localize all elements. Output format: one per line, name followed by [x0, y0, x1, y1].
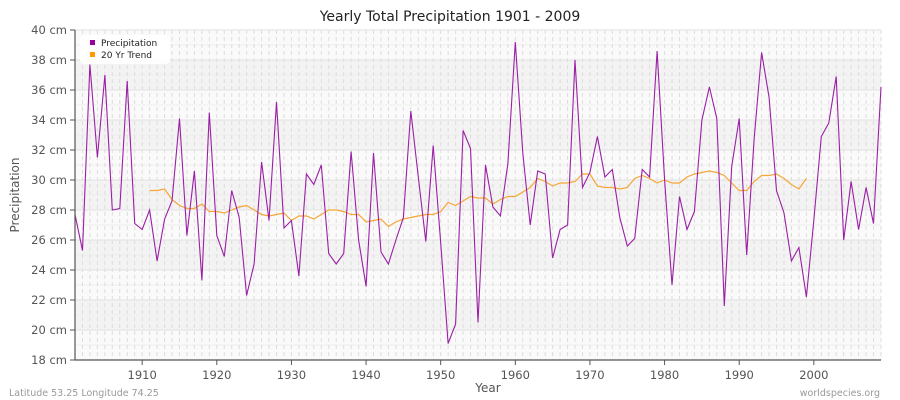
y-axis-ticks: 18 cm 20 cm 22 cm 24 cm 26 cm 28 cm 30 cm 32 cm… [31, 23, 75, 367]
y-tick-label: 32 cm [31, 143, 67, 157]
horizontal-gridlines [75, 29, 881, 361]
y-tick-label: 26 cm [31, 233, 67, 247]
y-tick-label: 20 cm [31, 323, 67, 337]
legend-trend-label: 20 Yr Trend [101, 51, 152, 61]
axes [74, 30, 881, 361]
x-axis-ticks: 1910 1920 1930 1940 1950 1960 1970 1980 1990 2000 [128, 360, 828, 382]
x-tick-label: 1980 [650, 368, 679, 382]
x-axis-title: Year [474, 381, 500, 395]
y-tick-label: 22 cm [31, 293, 67, 307]
x-tick-label: 1940 [351, 368, 380, 382]
x-tick-label: 1960 [501, 368, 530, 382]
legend: Precipitation 20 Yr Trend [80, 35, 170, 64]
y-tick-label: 36 cm [31, 83, 67, 97]
chart-title: Yearly Total Precipitation 1901 - 2009 [319, 9, 581, 25]
y-tick-label: 38 cm [31, 53, 67, 67]
footer-source: worldspecies.org [800, 388, 880, 399]
y-tick-label: 30 cm [31, 173, 67, 187]
x-tick-label: 1990 [725, 368, 754, 382]
y-tick-label: 24 cm [31, 263, 67, 277]
y-axis-title: Precipitation [8, 157, 22, 232]
legend-precipitation-label: Precipitation [101, 39, 157, 49]
legend-box [80, 35, 170, 64]
y-tick-label: 18 cm [31, 353, 67, 367]
legend-trend-swatch [90, 52, 95, 57]
vertical-gridlines [74, 30, 882, 360]
trend-series-line [149, 170, 807, 228]
x-tick-label: 1920 [202, 368, 231, 382]
legend-precipitation-swatch [90, 40, 95, 45]
x-tick-label: 2000 [799, 368, 828, 382]
y-tick-label: 40 cm [31, 23, 67, 37]
y-tick-label: 28 cm [31, 203, 67, 217]
x-tick-label: 1930 [277, 368, 306, 382]
precipitation-series-line [74, 41, 882, 344]
x-tick-label: 1950 [426, 368, 455, 382]
x-tick-label: 1910 [128, 368, 157, 382]
x-tick-label: 1970 [575, 368, 604, 382]
footer-coordinates: Latitude 53.25 Longitude 74.25 [9, 388, 159, 399]
y-tick-label: 34 cm [31, 113, 67, 127]
